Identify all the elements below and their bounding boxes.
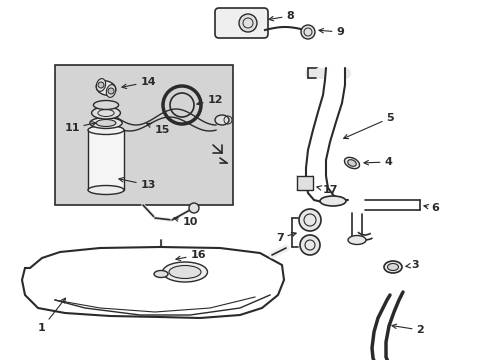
Text: 4: 4 xyxy=(363,157,391,167)
Ellipse shape xyxy=(96,78,105,91)
Ellipse shape xyxy=(215,115,228,125)
Ellipse shape xyxy=(96,81,116,95)
Circle shape xyxy=(98,82,104,88)
Ellipse shape xyxy=(88,126,124,135)
Circle shape xyxy=(301,25,314,39)
Circle shape xyxy=(298,209,320,231)
Ellipse shape xyxy=(319,196,346,206)
Ellipse shape xyxy=(347,235,365,244)
Ellipse shape xyxy=(162,262,207,282)
Circle shape xyxy=(239,14,257,32)
Text: 6: 6 xyxy=(423,203,438,213)
Text: 11: 11 xyxy=(64,122,96,133)
Ellipse shape xyxy=(169,266,201,279)
Bar xyxy=(88,130,124,190)
Ellipse shape xyxy=(88,185,124,194)
Text: 13: 13 xyxy=(119,177,155,190)
Ellipse shape xyxy=(93,100,119,109)
Circle shape xyxy=(108,88,114,94)
Ellipse shape xyxy=(383,261,401,273)
Ellipse shape xyxy=(96,120,116,126)
Polygon shape xyxy=(22,247,284,318)
FancyBboxPatch shape xyxy=(215,8,267,38)
Circle shape xyxy=(189,203,199,213)
Ellipse shape xyxy=(91,107,120,119)
Bar xyxy=(55,65,232,205)
Ellipse shape xyxy=(386,264,398,270)
Text: 2: 2 xyxy=(391,324,423,335)
Circle shape xyxy=(299,235,319,255)
Polygon shape xyxy=(371,292,402,360)
Text: 9: 9 xyxy=(318,27,343,37)
Bar xyxy=(296,176,312,190)
Text: 10: 10 xyxy=(174,217,197,227)
Ellipse shape xyxy=(90,117,122,129)
Text: 5: 5 xyxy=(343,113,393,139)
Ellipse shape xyxy=(347,160,356,166)
Text: 8: 8 xyxy=(268,11,293,21)
Text: 12: 12 xyxy=(197,95,223,105)
Ellipse shape xyxy=(154,270,168,278)
Text: 1: 1 xyxy=(38,298,65,333)
Text: 17: 17 xyxy=(316,185,337,195)
Text: 3: 3 xyxy=(405,260,418,270)
Polygon shape xyxy=(305,68,347,202)
Ellipse shape xyxy=(344,157,359,168)
Text: 15: 15 xyxy=(146,123,169,135)
Text: 16: 16 xyxy=(176,250,205,261)
Ellipse shape xyxy=(106,85,116,98)
Text: 14: 14 xyxy=(122,77,156,89)
Text: 7: 7 xyxy=(276,232,296,243)
